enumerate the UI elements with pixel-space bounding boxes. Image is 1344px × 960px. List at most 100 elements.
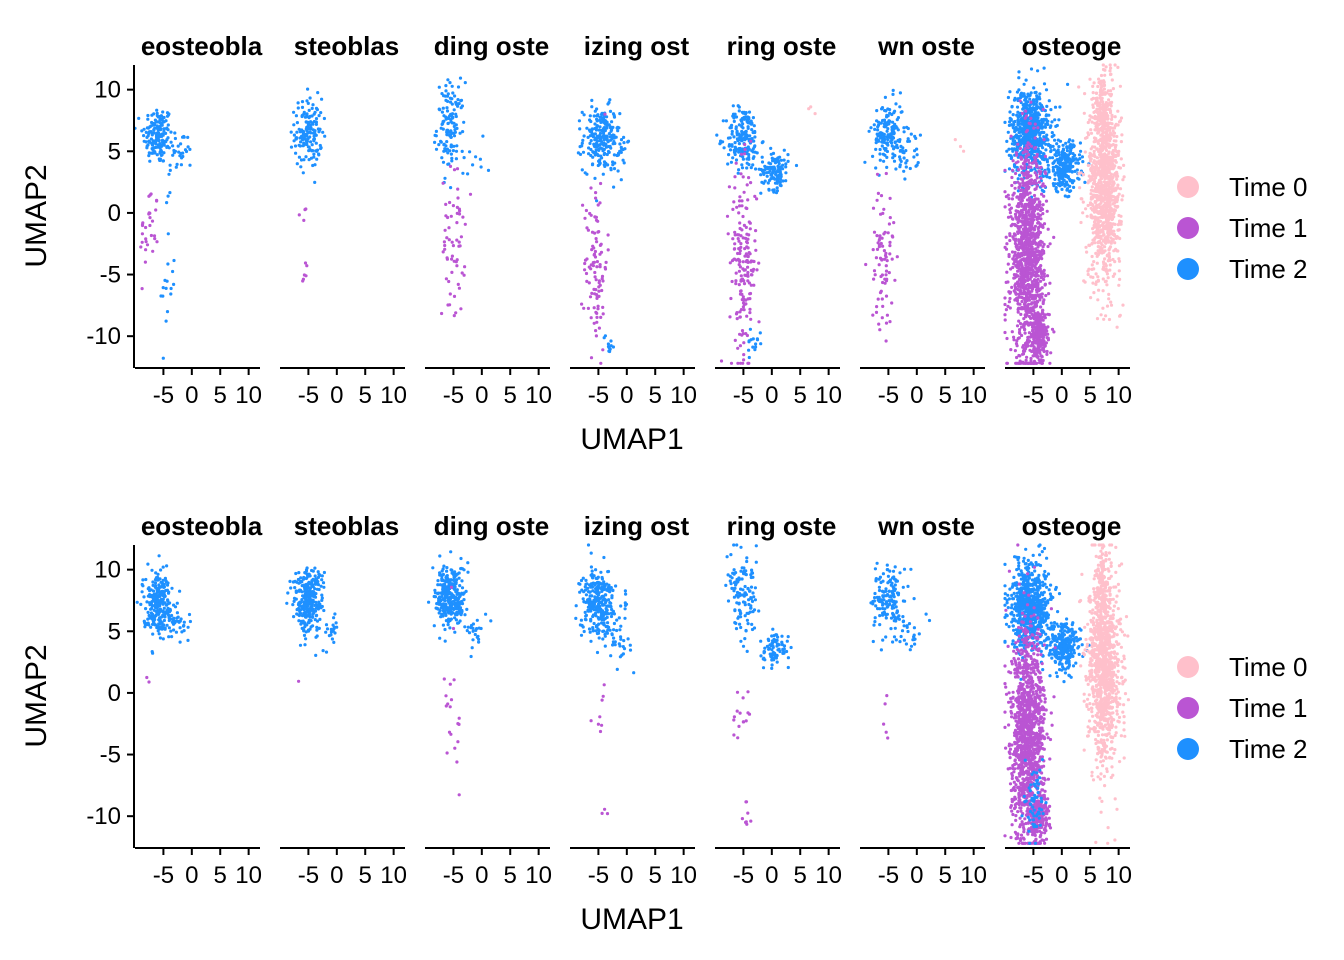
scatter-point <box>317 114 321 118</box>
scatter-point <box>166 194 170 198</box>
scatter-point <box>598 265 602 269</box>
scatter-point <box>884 321 889 325</box>
scatter-point <box>1027 331 1031 335</box>
scatter-point <box>602 136 606 140</box>
scatter-point <box>743 142 747 147</box>
scatter-point <box>602 152 606 157</box>
scatter-point <box>1029 174 1033 178</box>
scatter-point <box>471 163 475 167</box>
scatter-point <box>322 116 326 121</box>
scatter-point <box>906 137 910 141</box>
scatter-point <box>606 140 610 144</box>
scatter-point <box>168 191 172 195</box>
scatter-point <box>736 237 740 241</box>
scatter-point <box>1117 120 1122 124</box>
scatter-point <box>1109 303 1114 307</box>
scatter-point <box>609 339 613 343</box>
scatter-point <box>742 308 746 312</box>
scatter-point <box>760 155 764 159</box>
scatter-point <box>1021 352 1026 356</box>
scatter-point <box>1034 304 1038 308</box>
scatter-point <box>152 146 156 150</box>
scatter-point <box>1021 151 1025 155</box>
x-tick-label: 0 <box>620 382 633 409</box>
scatter-point <box>1039 256 1043 260</box>
scatter-point <box>604 145 609 149</box>
scatter-point <box>186 135 190 139</box>
scatter-point <box>1013 134 1017 139</box>
scatter-point <box>443 243 447 248</box>
scatter-point <box>1019 127 1024 131</box>
scatter-point <box>594 191 598 195</box>
scatter-point <box>1008 90 1012 94</box>
scatter-point <box>299 158 304 162</box>
scatter-point <box>1088 77 1092 81</box>
scatter-point <box>1101 306 1105 310</box>
scatter-point <box>1033 312 1037 316</box>
scatter-point <box>746 237 750 241</box>
scatter-point <box>747 110 752 114</box>
y-tick-label: -5 <box>100 262 121 289</box>
scatter-point <box>1045 349 1049 354</box>
scatter-point <box>1116 65 1120 69</box>
scatter-point <box>1036 69 1040 73</box>
scatter-point <box>593 231 597 235</box>
scatter-point <box>733 233 737 237</box>
scatter-point <box>1016 142 1020 146</box>
scatter-point <box>580 144 584 148</box>
scatter-point <box>619 178 623 182</box>
scatter-point <box>1120 133 1124 137</box>
scatter-point <box>152 131 156 135</box>
scatter-point <box>742 190 746 194</box>
scatter-point <box>179 163 183 167</box>
scatter-point <box>1021 94 1025 98</box>
scatter-point <box>446 116 451 120</box>
scatter-point <box>747 355 751 360</box>
scatter-point <box>735 129 739 133</box>
scatter-point <box>1003 302 1007 307</box>
scatter-point <box>1029 356 1033 361</box>
scatter-point <box>891 88 895 92</box>
x-tick-label: -5 <box>443 382 464 409</box>
scatter-point <box>580 141 584 145</box>
scatter-point <box>162 115 166 120</box>
scatter-point <box>292 139 296 143</box>
scatter-point <box>441 160 446 164</box>
scatter-point <box>748 227 752 231</box>
scatter-point <box>737 142 742 146</box>
scatter-point <box>1096 298 1100 302</box>
scatter-point <box>899 159 903 163</box>
x-tick-label: -5 <box>153 382 174 409</box>
scatter-point <box>748 134 752 138</box>
scatter-point <box>1003 120 1007 124</box>
scatter-point <box>468 192 473 196</box>
scatter-point <box>1017 168 1021 172</box>
scatter-point <box>746 297 750 301</box>
scatter-point <box>747 176 751 180</box>
scatter-point <box>1034 354 1039 358</box>
scatter-point <box>775 181 779 185</box>
scatter-point <box>1015 339 1019 343</box>
scatter-point <box>735 205 739 209</box>
scatter-point <box>872 123 876 127</box>
scatter-point <box>308 96 312 100</box>
scatter-point <box>1054 164 1058 168</box>
scatter-point <box>608 98 612 102</box>
scatter-point <box>896 146 900 150</box>
scatter-point <box>746 265 750 269</box>
scatter-point <box>597 294 601 298</box>
scatter-point <box>916 161 920 165</box>
scatter-point <box>447 226 451 230</box>
scatter-point <box>876 191 881 195</box>
scatter-point <box>1009 215 1013 219</box>
scatter-point <box>738 310 742 314</box>
scatter-point <box>1014 282 1018 286</box>
scatter-point <box>155 131 159 135</box>
scatter-point <box>1118 187 1123 191</box>
scatter-point <box>619 138 624 142</box>
scatter-point <box>1026 322 1030 326</box>
scatter-point <box>738 195 742 199</box>
scatter-point <box>167 172 171 176</box>
scatter-point <box>1112 229 1116 233</box>
scatter-point <box>731 156 735 160</box>
